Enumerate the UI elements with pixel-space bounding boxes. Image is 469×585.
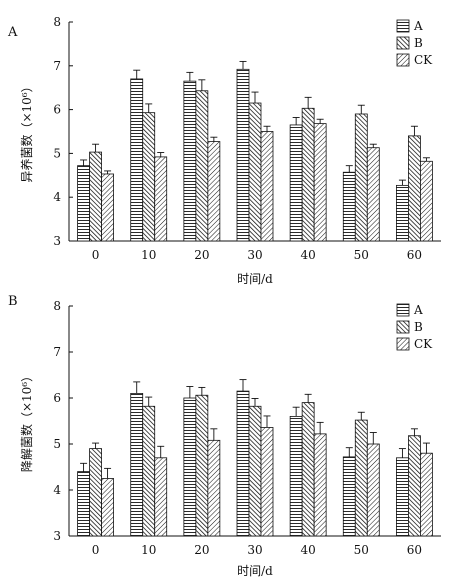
panel-b-legend-swatch-a <box>396 303 410 317</box>
panel-b-legend-label-a: A <box>413 303 423 317</box>
panel-b-bar-b <box>248 405 262 537</box>
panel-a-legend-swatch-ck <box>396 53 410 67</box>
panel-a-bar-ck <box>207 141 221 242</box>
panel-a-bar-a <box>130 78 144 242</box>
panel-b-x-tick-label: 50 <box>354 543 369 557</box>
panel-b-x-tick-label: 60 <box>407 543 422 557</box>
panel-a-x-tick-label: 0 <box>92 248 100 262</box>
panel-a-bar-a <box>396 184 409 242</box>
panel-b-bar-b <box>354 419 368 537</box>
panel-a-bar-b <box>142 112 156 242</box>
panel-a-bar-a <box>289 124 303 242</box>
panel-b-x-tick-label: 10 <box>141 543 156 557</box>
panel-b-bar-ck <box>154 457 168 537</box>
panel-a-bar-b <box>195 90 209 242</box>
panel-b-y-tick-label: 4 <box>53 483 61 497</box>
panel-a-legend-swatch-a <box>396 19 410 33</box>
panel-b-bar-a <box>77 471 90 537</box>
panel-a-legend-label-a: A <box>413 19 423 33</box>
panel-a-y-tick-label: 8 <box>53 15 61 29</box>
panel-b-x-tick-label: 0 <box>92 543 100 557</box>
panel-b-bar-a <box>130 392 144 537</box>
panel-a-bar-a <box>183 80 197 242</box>
panel-a-y-tick-label: 7 <box>53 59 61 73</box>
panel-a-x-tick-label: 20 <box>194 248 209 262</box>
panel-a-y-tick-label: 5 <box>53 146 61 160</box>
panel-a-y-tick-label: 6 <box>53 103 61 117</box>
panel-b-bar-a <box>342 456 356 537</box>
panel-b-bar-ck <box>207 439 221 537</box>
panel-a-x-tick-label: 10 <box>141 248 156 262</box>
panel-a-label: A <box>7 25 18 40</box>
panel-a-bar-a <box>236 68 250 242</box>
panel-b-x-tick-label: 20 <box>194 543 209 557</box>
panel-b-bar-ck <box>313 433 327 537</box>
panel-b-bar-a <box>396 457 409 537</box>
panel-b-y-tick-label: 5 <box>53 437 61 451</box>
panel-b-bar-a <box>289 415 303 537</box>
panel-a-bar-b <box>354 113 368 242</box>
panel-b-bar-b <box>408 435 421 537</box>
panel-a-x-tick-label: 50 <box>354 248 369 262</box>
panel-b-y-tick-label: 8 <box>53 299 61 313</box>
panel-a-bar-b <box>408 135 421 242</box>
panel-a-bar-a <box>77 165 90 242</box>
panel-b-bar-b <box>195 394 209 537</box>
panel-a-legend-swatch-b <box>396 36 410 50</box>
panel-a-x-tick-label: 30 <box>247 248 262 262</box>
panel-a-bar-ck <box>260 131 274 242</box>
panel-b-bar-ck <box>420 452 433 537</box>
panel-a-bar-ck <box>420 160 433 242</box>
panel-a-y-axis-title: 异养菌数（×10⁶） <box>19 80 34 182</box>
panel-a-bar-ck <box>101 173 114 242</box>
panel-b-bar-b <box>301 402 315 537</box>
panel-a-bar-b <box>248 102 262 242</box>
panel-a-bar-b <box>301 107 315 242</box>
panel-a-x-tick-label: 60 <box>407 248 422 262</box>
panel-a-y-tick-label: 3 <box>53 234 61 248</box>
panel-b-x-axis-title: 时间/d <box>237 564 273 578</box>
panel-a-legend-label-b: B <box>414 36 423 50</box>
panel-b-bar-a <box>236 390 250 537</box>
panel-b-bar-ck <box>260 427 274 537</box>
panel-b-bar-ck <box>101 478 114 537</box>
panel-b-bar-ck <box>366 443 380 537</box>
panel-b-y-axis-title: 降解菌数（×10⁶） <box>19 370 34 472</box>
panel-b-bar-a <box>183 397 197 537</box>
panel-b-legend-label-b: B <box>414 320 423 334</box>
panel-b-legend-label-ck: CK <box>414 337 433 351</box>
panel-b-label: B <box>8 294 18 309</box>
panel-b-y-tick-label: 3 <box>53 529 61 543</box>
panel-a-x-axis-title: 时间/d <box>237 272 273 286</box>
panel-b-bar-b <box>89 448 102 537</box>
panel-b-y-tick-label: 6 <box>53 391 61 405</box>
panel-a-bar-ck <box>366 147 380 242</box>
panel-b-legend-swatch-ck <box>396 337 410 351</box>
panel-a-x-tick-label: 40 <box>301 248 316 262</box>
panel-a-y-tick-label: 4 <box>53 190 61 204</box>
panel-b-bar-b <box>142 405 156 537</box>
panel-a-bar-a <box>342 171 356 242</box>
panel-b-y-tick-label: 7 <box>53 345 61 359</box>
panel-a-bar-b <box>89 151 102 242</box>
panel-b-x-tick-label: 40 <box>301 543 316 557</box>
panel-b-x-tick-label: 30 <box>247 543 262 557</box>
panel-a-bar-ck <box>313 123 327 242</box>
panel-a-bar-ck <box>154 156 168 242</box>
panel-b-legend-swatch-b <box>396 320 410 334</box>
panel-a-legend-label-ck: CK <box>414 53 433 67</box>
